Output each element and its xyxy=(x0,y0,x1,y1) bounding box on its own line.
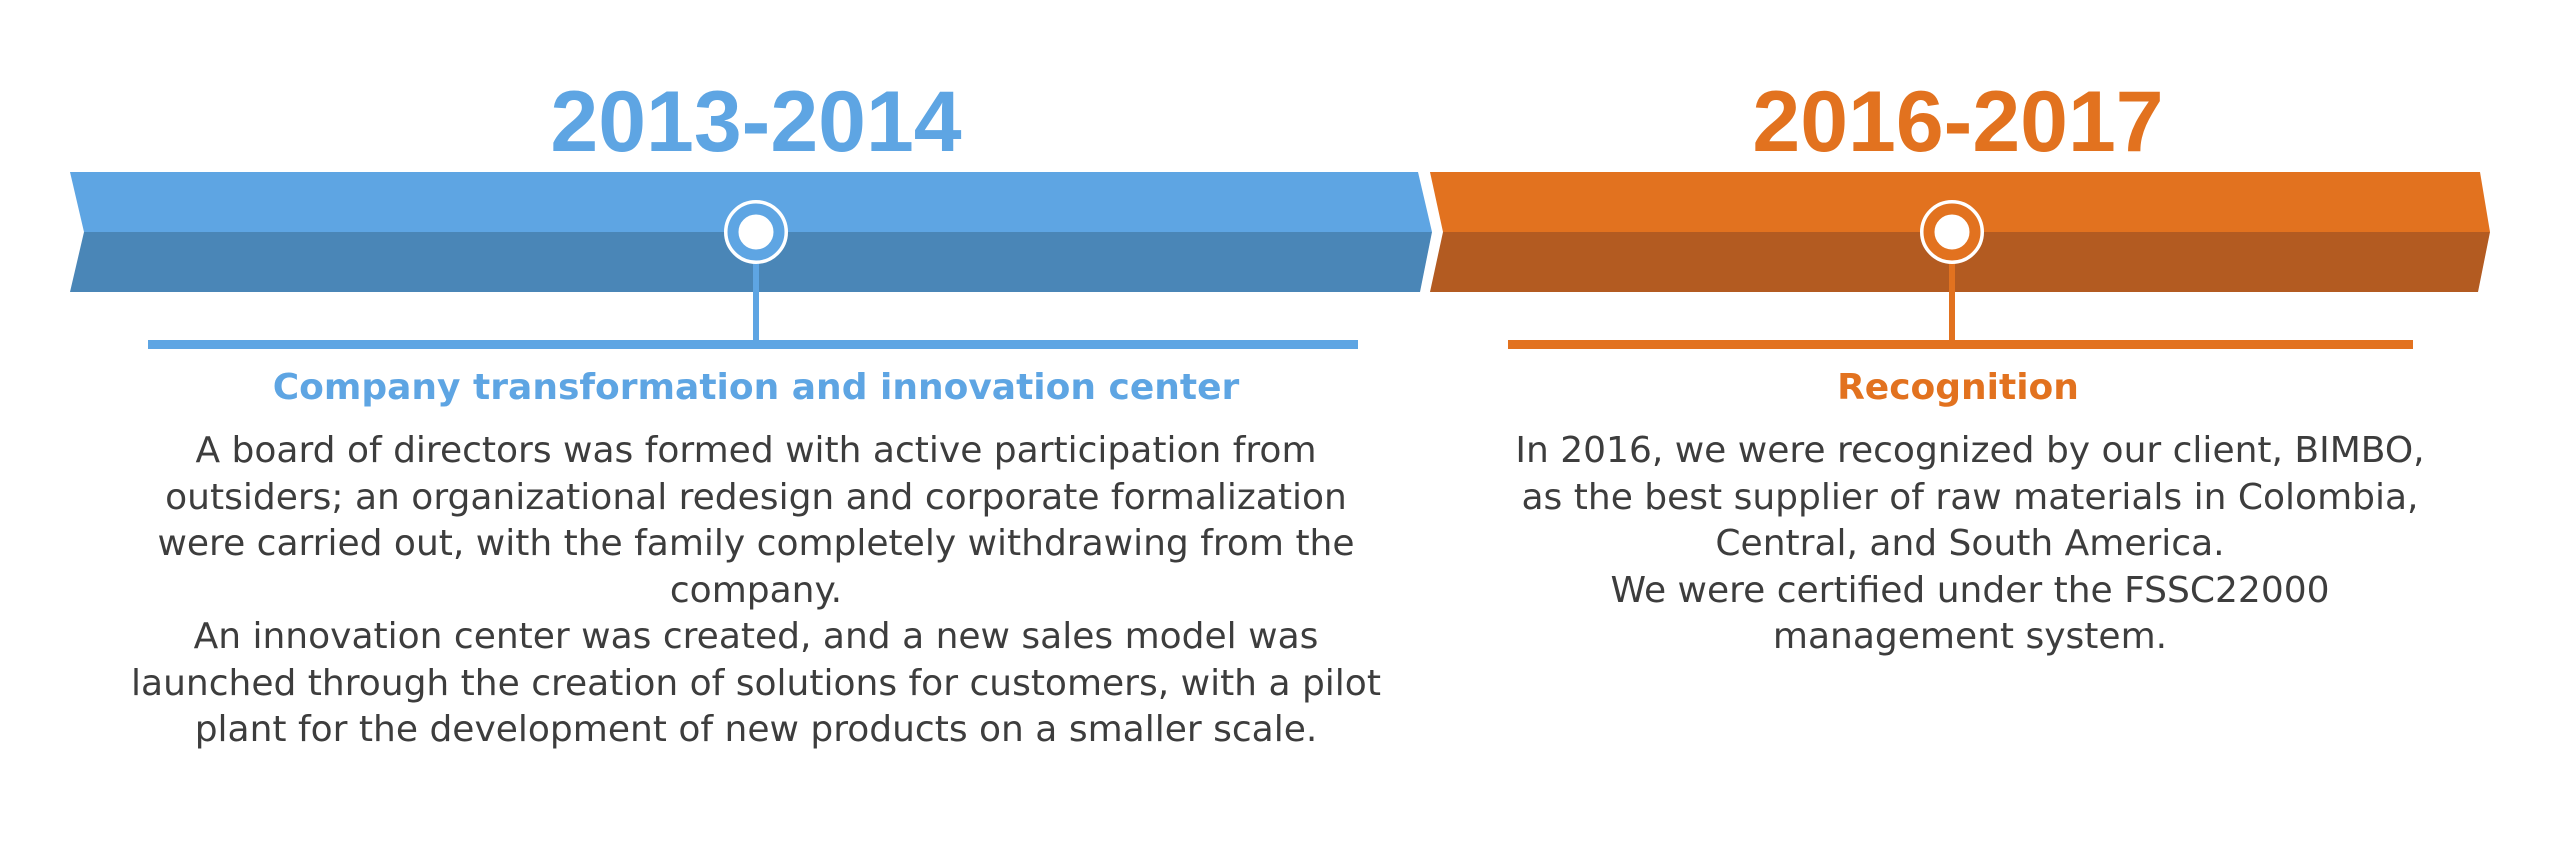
description-paragraph: A board of directors was formed with act… xyxy=(157,430,1355,611)
period-description-2016-2017: In 2016, we were recognized by our clien… xyxy=(1500,428,2440,661)
description-paragraph: In 2016, we were recognized by our clien… xyxy=(1515,430,2425,564)
period-heading-2013-2014: Company transformation and innovation ce… xyxy=(272,367,1240,408)
year-label-2016-2017: 2016-2017 xyxy=(1752,74,2164,170)
timeline-marker-ring xyxy=(1923,203,1981,261)
underline-bar xyxy=(1508,340,2413,349)
period-heading-2016-2017: Recognition xyxy=(1837,367,2079,408)
period-description-2013-2014: A board of directors was formed with act… xyxy=(126,428,1386,754)
description-paragraph: An innovation center was created, and a … xyxy=(131,616,1381,750)
timeline-marker-ring xyxy=(727,203,785,261)
year-label-2013-2014: 2013-2014 xyxy=(550,74,962,170)
underline-bar xyxy=(148,340,1358,349)
description-paragraph: We were certified under the FSSC22000 ma… xyxy=(1610,569,2330,658)
timeline-segment-2016-2017 xyxy=(1430,172,2490,349)
timeline-segment-2013-2014 xyxy=(70,172,1432,349)
